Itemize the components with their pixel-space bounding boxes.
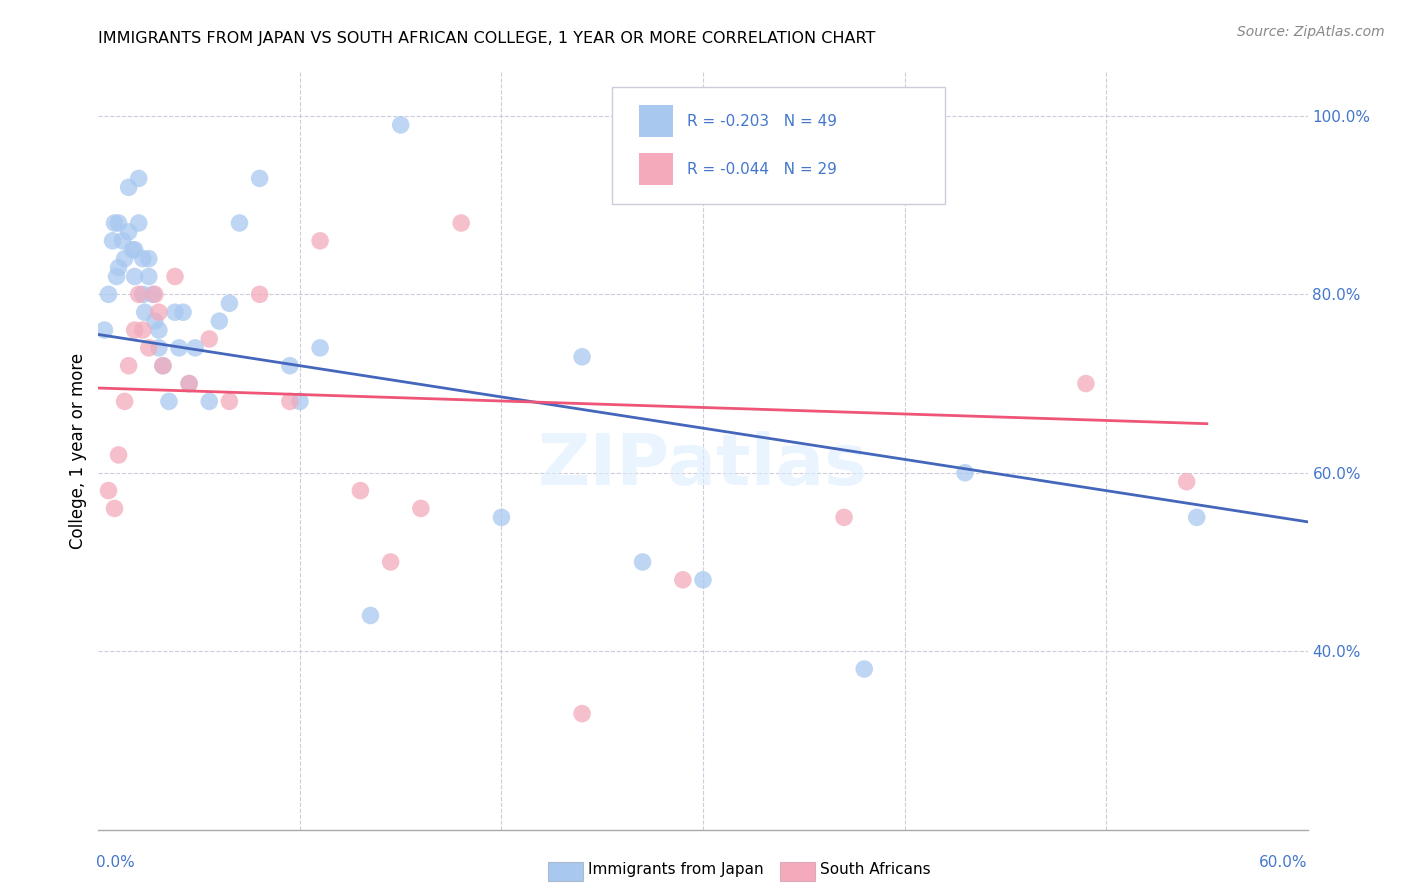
Point <box>111 234 134 248</box>
Point <box>114 252 136 266</box>
Point <box>138 269 160 284</box>
Point <box>198 332 221 346</box>
Point <box>118 359 141 373</box>
Text: ZIPatlas: ZIPatlas <box>538 431 868 500</box>
Point <box>107 260 129 275</box>
Point <box>360 608 382 623</box>
Point <box>179 376 201 391</box>
Point <box>249 171 271 186</box>
Point <box>118 180 141 194</box>
Point <box>249 287 271 301</box>
Point <box>853 662 876 676</box>
Point <box>103 501 125 516</box>
FancyBboxPatch shape <box>613 87 945 204</box>
Text: 60.0%: 60.0% <box>1260 855 1308 870</box>
Point <box>218 296 240 310</box>
Point <box>288 394 311 409</box>
Text: IMMIGRANTS FROM JAPAN VS SOUTH AFRICAN COLLEGE, 1 YEAR OR MORE CORRELATION CHART: IMMIGRANTS FROM JAPAN VS SOUTH AFRICAN C… <box>98 31 876 46</box>
Point <box>142 287 165 301</box>
Point <box>380 555 402 569</box>
Point <box>772 118 794 132</box>
Point <box>138 341 160 355</box>
Point <box>148 323 170 337</box>
Point <box>179 376 201 391</box>
Point <box>163 269 186 284</box>
Point <box>172 305 194 319</box>
Point <box>152 359 174 373</box>
FancyBboxPatch shape <box>638 105 673 137</box>
Point <box>631 555 654 569</box>
Point <box>218 394 240 409</box>
Point <box>124 243 146 257</box>
Text: R = -0.203   N = 49: R = -0.203 N = 49 <box>688 114 838 129</box>
Point <box>152 359 174 373</box>
Point <box>93 323 115 337</box>
Point <box>309 234 332 248</box>
Point <box>107 216 129 230</box>
Point <box>143 314 166 328</box>
Point <box>832 510 855 524</box>
Point <box>128 171 150 186</box>
Point <box>148 305 170 319</box>
Text: 0.0%: 0.0% <box>97 855 135 870</box>
Text: Source: ZipAtlas.com: Source: ZipAtlas.com <box>1237 25 1385 39</box>
FancyBboxPatch shape <box>638 153 673 186</box>
Point <box>103 216 125 230</box>
Point <box>101 234 124 248</box>
Point <box>278 394 301 409</box>
Point <box>121 243 143 257</box>
Point <box>184 341 207 355</box>
Point <box>491 510 513 524</box>
Point <box>132 252 155 266</box>
Text: South Africans: South Africans <box>820 863 931 877</box>
Point <box>138 252 160 266</box>
Point <box>132 323 155 337</box>
Point <box>1074 376 1097 391</box>
Point <box>208 314 231 328</box>
Point <box>128 216 150 230</box>
Point <box>409 501 432 516</box>
Point <box>571 350 593 364</box>
Point <box>163 305 186 319</box>
Point <box>118 225 141 239</box>
Point <box>198 394 221 409</box>
Point <box>124 269 146 284</box>
Point <box>132 287 155 301</box>
Point <box>953 466 976 480</box>
Point <box>128 287 150 301</box>
Point <box>450 216 472 230</box>
Point <box>143 287 166 301</box>
Point <box>228 216 250 230</box>
Point <box>692 573 714 587</box>
Point <box>278 359 301 373</box>
Text: R = -0.044   N = 29: R = -0.044 N = 29 <box>688 161 837 177</box>
Point <box>114 394 136 409</box>
Point <box>97 287 120 301</box>
Point <box>157 394 180 409</box>
Point <box>124 323 146 337</box>
Point <box>105 269 128 284</box>
Text: Immigrants from Japan: Immigrants from Japan <box>588 863 763 877</box>
Point <box>134 305 156 319</box>
Point <box>672 573 695 587</box>
Point <box>571 706 593 721</box>
Point <box>167 341 190 355</box>
Point <box>107 448 129 462</box>
Point <box>389 118 412 132</box>
Point <box>97 483 120 498</box>
Point <box>349 483 371 498</box>
Point <box>309 341 332 355</box>
Y-axis label: College, 1 year or more: College, 1 year or more <box>69 352 87 549</box>
Point <box>1185 510 1208 524</box>
Point <box>1175 475 1198 489</box>
Point <box>148 341 170 355</box>
